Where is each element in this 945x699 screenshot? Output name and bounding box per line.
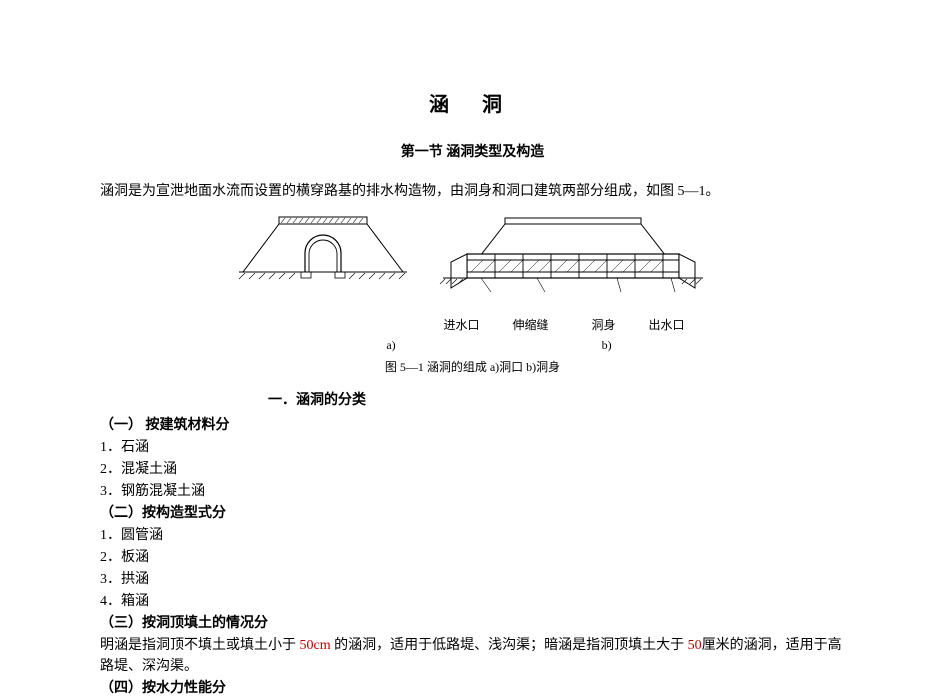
- figure-5-1: 进水口 伸缩缝 洞身 出水口 a) b): [100, 212, 845, 354]
- group-2-title: （二）按构造型式分: [100, 503, 845, 524]
- g2-item-3: 3．拱涵: [100, 569, 845, 590]
- g2-item-2: 2．板涵: [100, 547, 845, 568]
- figure-part-labels: 进水口 伸缩缝 洞身 出水口: [100, 316, 845, 334]
- figure-caption: 图 5—1 涵洞的组成 a)洞口 b)洞身: [100, 358, 845, 376]
- group-3-paragraph: 明涵是指洞顶不填土或填土小于 50cm 的涵洞，适用于低路堤、浅沟渠；暗涵是指洞…: [100, 635, 845, 677]
- sub-b: b): [602, 338, 612, 352]
- intro-paragraph: 涵洞是为宣泄地面水流而设置的横穿路基的排水构造物，由洞身和洞口建筑两部分组成，如…: [100, 181, 845, 202]
- g3-red-1: 50cm: [300, 638, 331, 653]
- label-inlet: 进水口: [443, 318, 479, 332]
- g3-text-mid: 的涵洞，适用于低路堤、浅沟渠；暗涵是指洞顶填土大于: [331, 638, 688, 653]
- label-outlet: 出水口: [649, 318, 685, 332]
- document-page: 涵 洞 第一节 涵洞类型及构造 涵洞是为宣泄地面水流而设置的横穿路基的排水构造物…: [0, 0, 945, 699]
- group-1-title: （一） 按建筑材料分: [100, 415, 845, 436]
- section-heading-1: 一．涵洞的分类: [100, 390, 845, 411]
- g1-item-3: 3．钢筋混凝土涵: [100, 481, 845, 502]
- g3-text-prefix: 明涵是指洞顶不填土或填土小于: [100, 638, 300, 653]
- g1-item-2: 2．混凝土涵: [100, 459, 845, 480]
- main-title: 涵 洞: [100, 90, 845, 120]
- g3-red-2: 50: [688, 638, 702, 653]
- section-subtitle: 第一节 涵洞类型及构造: [100, 142, 845, 163]
- g2-item-4: 4．箱涵: [100, 591, 845, 612]
- g2-item-1: 1．圆管涵: [100, 525, 845, 546]
- group-3-title: （三）按洞顶填土的情况分: [100, 613, 845, 634]
- group-4-title: （四）按水力性能分: [100, 678, 845, 699]
- label-joint: 伸缩缝: [512, 318, 548, 332]
- g1-item-1: 1．石涵: [100, 437, 845, 458]
- label-body: 洞身: [592, 318, 616, 332]
- sub-a: a): [386, 338, 395, 352]
- figure-sub-markers: a) b): [100, 336, 845, 354]
